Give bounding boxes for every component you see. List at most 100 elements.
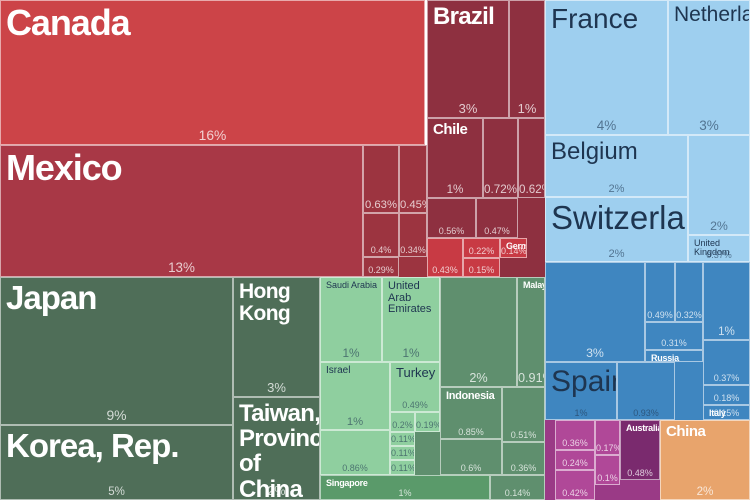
treemap-cell: 0.56% xyxy=(427,198,476,238)
treemap-cell: 0.36% xyxy=(555,420,595,450)
cell-value: 3% xyxy=(699,118,719,133)
treemap-cell: 0.1% xyxy=(595,455,620,485)
cell-value: 0.36% xyxy=(562,438,588,448)
treemap-cell: 0.32% xyxy=(675,262,703,322)
treemap-cell: 1% xyxy=(509,0,545,118)
cell-label: Canada xyxy=(6,2,131,43)
cell-value: 0.43% xyxy=(432,265,458,275)
cell-value: 3% xyxy=(586,346,604,360)
cell-value: 0.32% xyxy=(676,310,702,320)
treemap-cell: 0.11% xyxy=(390,460,415,475)
cell-label: Chile xyxy=(433,121,468,138)
cell-value: 0.37% xyxy=(713,373,740,383)
cell-value: 4% xyxy=(596,118,617,133)
cell-label: Belgium xyxy=(551,138,638,165)
cell-label: Taiwan, Province of China xyxy=(239,400,320,500)
treemap-cell: United Arab Emirates 1% xyxy=(382,277,440,362)
treemap-cell: 0.37% xyxy=(703,340,750,385)
cell-label: Netherlands xyxy=(674,3,749,26)
cell-value: 0.18% xyxy=(713,393,740,403)
cell-label: Australia xyxy=(626,423,660,433)
cell-value: 0.63% xyxy=(365,199,397,211)
treemap-cell: Brazil 3% xyxy=(427,0,509,118)
cell-value: 0.14% xyxy=(504,488,531,498)
treemap-cell: Malaysia 0.91% xyxy=(517,277,545,387)
treemap-cell: Spain 1% xyxy=(545,362,617,420)
treemap-cell: Netherlands 3% xyxy=(668,0,750,135)
treemap-cell: Chile 1% xyxy=(427,118,483,198)
cell-value: 2% xyxy=(710,219,728,233)
treemap-cell: Japan 9% xyxy=(0,277,233,425)
cell-label: Korea, Rep. xyxy=(6,427,179,464)
cell-label: China xyxy=(666,423,706,440)
treemap-cell: Belgium 2% xyxy=(545,135,688,197)
cell-label: Russia xyxy=(651,353,679,362)
cell-value: 0.48% xyxy=(627,468,653,478)
treemap-cell: 0.47% xyxy=(476,198,518,238)
cell-value: 1% xyxy=(446,183,464,196)
cell-label: Japan xyxy=(6,279,97,316)
cell-value: 0.34% xyxy=(400,245,426,255)
cell-value: 0.93% xyxy=(633,408,659,418)
cell-value: 2% xyxy=(608,183,625,195)
cell-value: 1% xyxy=(346,416,364,428)
cell-value: 0.91% xyxy=(518,371,544,385)
treemap-cell: France 4% xyxy=(545,0,668,135)
treemap-cell: Israel 1% xyxy=(320,362,390,430)
treemap-cell: Switzerland 2% xyxy=(545,197,688,262)
treemap-cell: 0.31% xyxy=(645,322,703,350)
cell-value: 2% xyxy=(267,484,286,498)
cell-label: Israel xyxy=(326,365,351,376)
cell-label: Malaysia xyxy=(523,280,544,290)
treemap-cell: 0.19% xyxy=(415,412,440,432)
treemap-cell: 0.34% xyxy=(399,213,427,257)
cell-label: Switzerland xyxy=(551,199,687,236)
treemap-cell: Saudi Arabia 1% xyxy=(320,277,382,362)
cell-value: 0.1% xyxy=(597,473,618,483)
cell-label: France xyxy=(551,3,639,34)
treemap-cell: 0.4% xyxy=(363,213,399,257)
treemap-cell: 0.86% xyxy=(320,430,390,475)
cell-value: 3% xyxy=(458,101,478,116)
treemap-cell: 0.43% xyxy=(427,238,463,277)
cell-value: 2% xyxy=(608,248,625,260)
cell-label: United Kingdom xyxy=(694,238,730,258)
treemap-cell: 0.6% xyxy=(440,439,502,475)
cell-label: Singapore xyxy=(326,478,368,488)
treemap-cell: 0.49% xyxy=(645,262,675,322)
cell-value: 5% xyxy=(108,486,125,498)
treemap-cell: 0.24% xyxy=(555,450,595,470)
cell-value: 0.15% xyxy=(468,265,495,275)
cell-label: United Arab Emirates xyxy=(388,280,432,316)
treemap-cell: 0.51% xyxy=(502,387,545,442)
cell-label: Turkey xyxy=(396,365,436,380)
cell-value: 0.31% xyxy=(661,338,687,348)
treemap-cell: 0.29% xyxy=(363,257,399,277)
treemap-cell: 2% xyxy=(440,277,517,387)
cell-value: 0.17% xyxy=(596,443,620,453)
treemap-cell: 0.15% xyxy=(463,258,500,277)
cell-value: 0.24% xyxy=(562,458,588,468)
treemap-cell: 0.93% xyxy=(617,362,675,420)
cell-label: Italy xyxy=(709,408,726,418)
treemap-cell: Korea, Rep. 5% xyxy=(0,425,233,500)
cell-label: Brazil xyxy=(433,3,495,30)
cell-value: 0.6% xyxy=(460,463,482,473)
cell-value: 13% xyxy=(168,260,195,275)
cell-value: 0.62% xyxy=(519,183,544,196)
treemap-cell: 0.2% xyxy=(390,412,415,432)
cell-value: 1% xyxy=(574,408,588,418)
treemap-cell: 0.22% xyxy=(463,238,500,258)
treemap-cell: China 2% xyxy=(660,420,750,500)
cell-value: 0.15% xyxy=(713,408,740,418)
cell-value: 1% xyxy=(342,346,360,360)
cell-value: 0.29% xyxy=(368,265,394,275)
cell-label: Saudi Arabia xyxy=(326,280,378,290)
cell-value: 0.11% xyxy=(391,434,415,444)
cell-value: 0.42% xyxy=(562,488,588,498)
cell-value: 1% xyxy=(517,101,537,116)
cell-value: 0.4% xyxy=(370,245,392,255)
treemap-cell: 0.72% xyxy=(483,118,518,198)
treemap-cell: Russia xyxy=(645,350,703,362)
